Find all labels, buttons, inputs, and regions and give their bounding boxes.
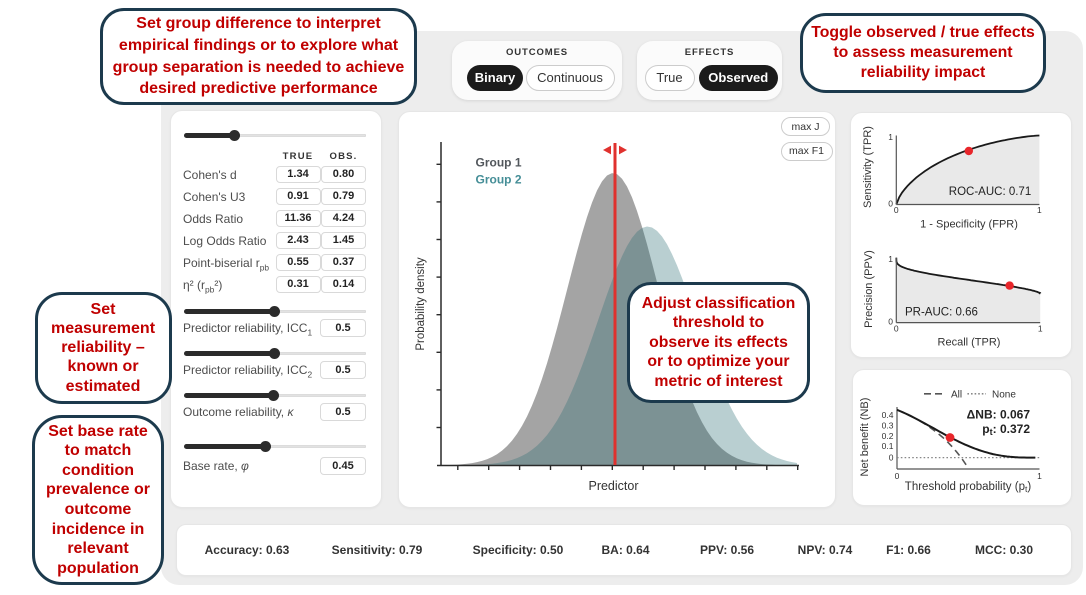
svg-text:0.4: 0.4 [882, 410, 894, 420]
svg-text:0: 0 [894, 324, 899, 334]
svg-text:pt: 0.372: pt: 0.372 [982, 422, 1030, 437]
svg-text:0: 0 [888, 199, 893, 209]
svg-text:Group 2: Group 2 [476, 173, 522, 187]
svg-text:0: 0 [889, 453, 894, 463]
svg-text:ΔNB: 0.067: ΔNB: 0.067 [967, 408, 1031, 422]
svg-text:PR-AUC: 0.66: PR-AUC: 0.66 [905, 307, 978, 319]
svg-text:Probability density: Probability density [415, 257, 427, 351]
svg-text:Sensitivity (TPR): Sensitivity (TPR) [862, 126, 874, 208]
svg-text:Group 1: Group 1 [476, 156, 522, 170]
svg-text:0.2: 0.2 [882, 431, 894, 441]
svg-text:1: 1 [1038, 324, 1043, 334]
svg-text:ROC-AUC: 0.71: ROC-AUC: 0.71 [949, 186, 1031, 198]
svg-text:All: All [951, 389, 962, 400]
svg-text:0: 0 [895, 471, 900, 481]
svg-text:None: None [992, 389, 1016, 400]
svg-text:0: 0 [894, 205, 899, 215]
svg-text:Net benefit (NB): Net benefit (NB) [859, 398, 871, 477]
svg-text:Recall (TPR): Recall (TPR) [938, 337, 1001, 349]
svg-text:1: 1 [1037, 471, 1042, 481]
svg-text:0.3: 0.3 [882, 421, 894, 431]
svg-text:Predictor: Predictor [588, 479, 638, 493]
svg-text:1 - Specificity (FPR): 1 - Specificity (FPR) [920, 219, 1018, 231]
svg-text:0.1: 0.1 [882, 441, 894, 451]
svg-text:1: 1 [1037, 205, 1042, 215]
svg-text:1: 1 [888, 132, 893, 142]
svg-text:Threshold probability (pt): Threshold probability (pt) [905, 481, 1032, 494]
svg-text:0: 0 [888, 317, 893, 327]
svg-text:Precision (PPV): Precision (PPV) [863, 250, 875, 328]
svg-text:1: 1 [888, 254, 893, 264]
